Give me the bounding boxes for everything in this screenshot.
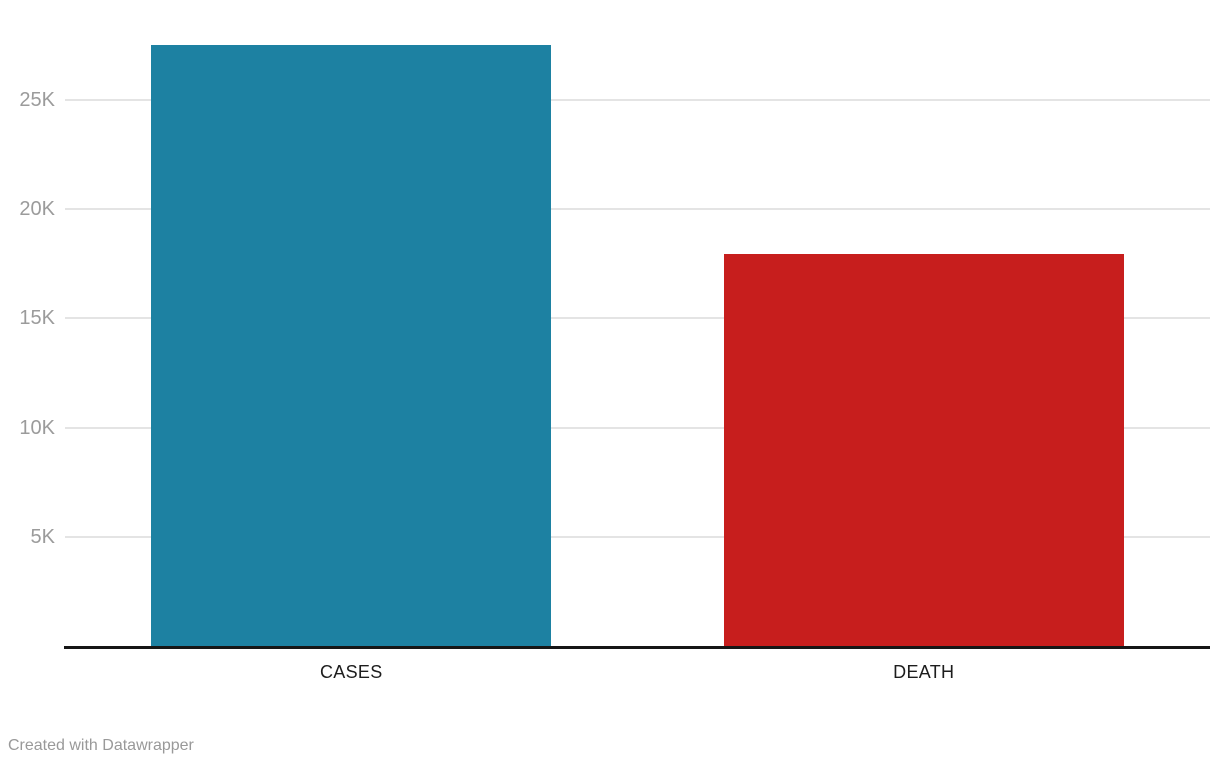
y-tick-label-5k: 5K [30, 525, 55, 548]
category-label-death: DEATH [893, 662, 955, 682]
y-tick-label-10k: 10K [19, 416, 55, 439]
gridline-20k [65, 208, 1210, 211]
y-tick-label-20k: 20K [19, 198, 55, 221]
gridline-5k [65, 535, 1210, 538]
bar-cases [151, 45, 552, 646]
bar-death [723, 253, 1124, 646]
gridline-10k [65, 426, 1210, 429]
category-label-cases: CASES [319, 662, 383, 682]
y-tick-label-25k: 25K [19, 89, 55, 111]
x-axis-line [64, 646, 1210, 649]
gridline-15k [65, 317, 1210, 320]
gridline-25k [65, 99, 1210, 101]
datawrapper-attribution: Created with Datawrapper [8, 737, 194, 754]
y-tick-label-15k: 15K [19, 307, 55, 330]
